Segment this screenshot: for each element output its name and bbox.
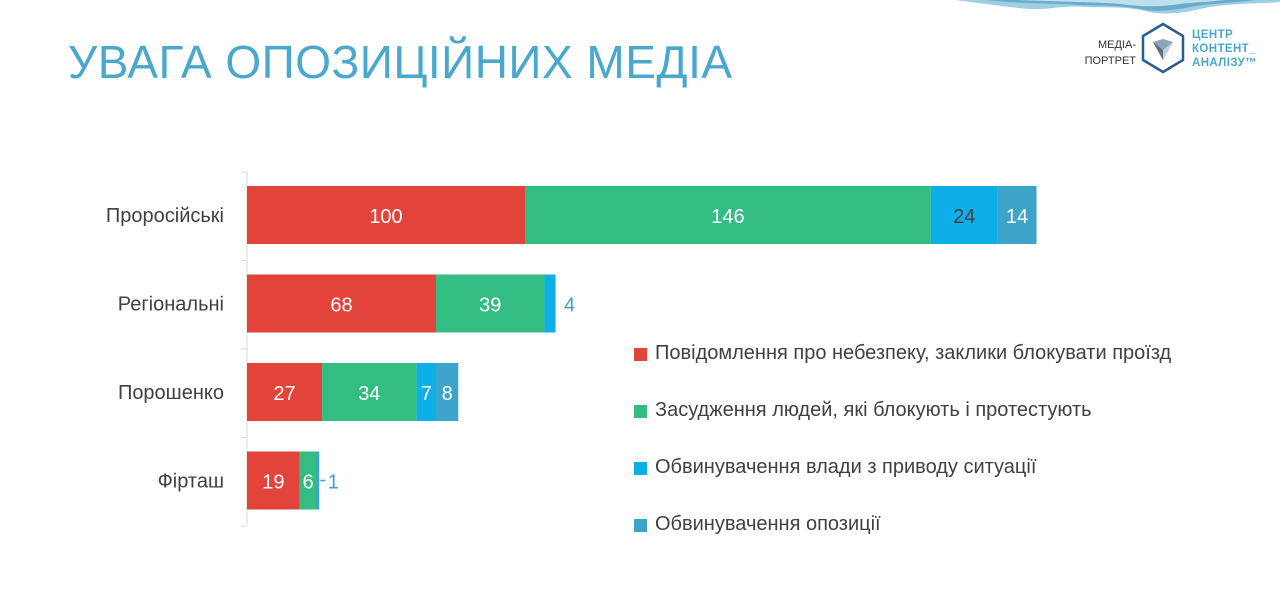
data-label: 8 — [442, 383, 453, 405]
legend-label: Обвинувачення опозиції — [655, 513, 881, 535]
bar-segment — [247, 186, 525, 244]
legend-swatch — [634, 405, 647, 418]
slide-title: УВАГА ОПОЗИЦІЙНИХ МЕДІА — [68, 36, 733, 88]
legend-swatch — [634, 519, 647, 532]
bar-segment — [247, 451, 300, 510]
data-label: 19 — [262, 472, 284, 494]
bar-segment — [525, 186, 931, 244]
brand-right-line1: ЦЕНТР — [1192, 29, 1234, 41]
category-label: Регіональні — [118, 294, 224, 316]
data-label: 24 — [953, 206, 975, 228]
bar-segment — [436, 274, 545, 333]
decorative-wave-graphic — [955, 0, 1280, 14]
category-label: Проросійські — [106, 205, 224, 227]
data-label: 14 — [1006, 206, 1028, 228]
category-label: Фірташ — [158, 471, 224, 493]
bar-segment — [930, 186, 998, 244]
brand-center-content-analysis: ЦЕНТР КОНТЕНТ_ АНАЛІЗУ™ — [1192, 28, 1257, 70]
bar-segment — [322, 363, 417, 421]
data-label: 146 — [711, 206, 744, 228]
legend-label: Засудження людей, які блокують і протест… — [655, 399, 1092, 421]
legend-swatch — [634, 348, 647, 361]
data-label: 100 — [369, 206, 402, 228]
data-label: 39 — [479, 295, 501, 317]
brand-left-line2: ПОРТРЕТ — [1084, 55, 1136, 67]
bar-segment — [997, 186, 1037, 244]
data-label: 7 — [421, 383, 432, 405]
data-label: 68 — [330, 295, 352, 317]
data-label: 1 — [328, 472, 339, 494]
legend-label: Повідомлення про небезпеку, заклики блок… — [655, 342, 1172, 364]
bar-segment — [247, 274, 437, 333]
bar-segment — [436, 363, 459, 421]
data-label: 34 — [358, 383, 380, 405]
brand-right-line2: КОНТЕНТ_ — [1192, 43, 1256, 55]
legend-label: Обвинувачення влади з приводу ситуації — [655, 456, 1037, 478]
legend-swatch — [634, 462, 647, 475]
bar-segment — [416, 363, 437, 421]
data-label: 27 — [273, 383, 295, 405]
bar-segment — [247, 363, 323, 421]
brand-right-line3: АНАЛІЗУ™ — [1192, 57, 1257, 69]
data-label: 6 — [303, 472, 314, 494]
data-label: 4 — [564, 295, 575, 317]
category-label: Порошенко — [118, 382, 224, 404]
bar-segment — [299, 451, 317, 510]
brand-media-portrait: МЕДІА- ПОРТРЕТ — [1084, 37, 1136, 69]
bar-segment — [316, 451, 320, 510]
center-content-analysis-logo-icon — [1141, 22, 1185, 74]
brand-left-line1: МЕДІА- — [1097, 39, 1136, 51]
bar-segment — [544, 274, 556, 333]
